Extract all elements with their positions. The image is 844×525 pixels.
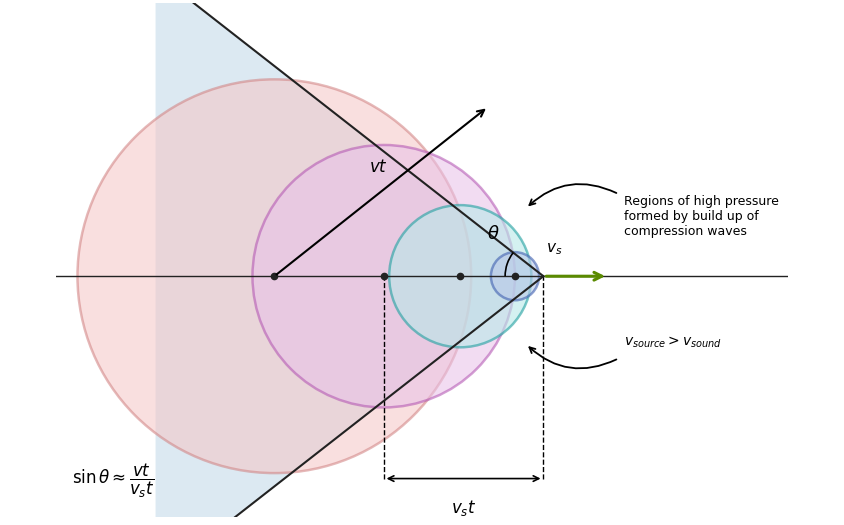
Circle shape: [491, 252, 539, 300]
Circle shape: [389, 205, 532, 348]
Text: $v_s$: $v_s$: [545, 241, 562, 257]
Text: $\theta$: $\theta$: [487, 225, 500, 244]
Circle shape: [78, 79, 471, 473]
Text: Regions of high pressure
formed by build up of
compression waves: Regions of high pressure formed by build…: [625, 195, 779, 237]
Text: $\sin\theta \approx \dfrac{vt}{v_s t}$: $\sin\theta \approx \dfrac{vt}{v_s t}$: [72, 462, 154, 500]
Circle shape: [252, 145, 515, 407]
Text: $v_s t$: $v_s t$: [451, 498, 476, 518]
Text: $v_{source} > v_{sound}$: $v_{source} > v_{sound}$: [625, 334, 722, 350]
Polygon shape: [155, 0, 544, 525]
Text: $vt$: $vt$: [369, 159, 387, 176]
